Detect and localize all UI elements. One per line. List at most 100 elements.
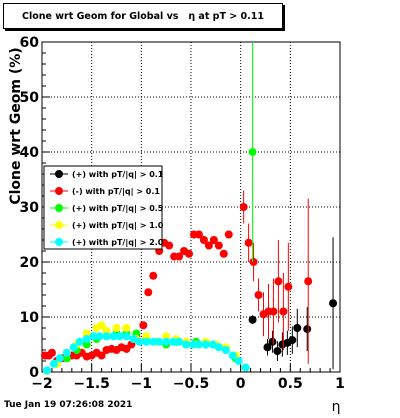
data-point: [69, 343, 78, 352]
data-point: [329, 299, 338, 308]
legend-label: (+) with pT/|q| > 0.5: [72, 204, 164, 213]
y-axis-label: Clone wrt Geom (%): [8, 47, 24, 204]
data-point: [55, 354, 64, 363]
chart-title: Clone wrt Geom for Global vs η at pT > 0…: [3, 3, 283, 29]
data-point: [139, 321, 148, 330]
data-point: [165, 241, 174, 250]
y-tick-label: 30: [20, 200, 40, 216]
data-point: [75, 337, 84, 346]
data-point: [228, 351, 237, 360]
legend-marker: [55, 221, 63, 229]
data-point: [209, 236, 218, 244]
data-point: [89, 332, 98, 341]
legend-label: (-) with pT/|q| > 0.1: [72, 187, 160, 196]
data-point: [82, 329, 91, 338]
data-point: [293, 324, 302, 332]
data-point: [62, 354, 71, 363]
data-point: [135, 337, 144, 346]
data-point: [249, 258, 258, 266]
data-point: [214, 343, 223, 352]
data-point: [185, 249, 194, 258]
data-point: [142, 332, 151, 341]
y-tick-label: 60: [20, 35, 40, 51]
data-point: [102, 332, 111, 341]
data-point: [284, 282, 293, 291]
data-point: [274, 277, 283, 286]
data-point: [109, 332, 118, 341]
data-point: [199, 236, 208, 244]
y-tick-label: 20: [20, 255, 40, 271]
data-point: [241, 363, 250, 372]
data-point: [279, 307, 288, 316]
data-point: [273, 347, 282, 356]
data-point: [95, 332, 104, 341]
data-point: [221, 346, 230, 354]
data-point: [162, 337, 171, 346]
data-point: [122, 332, 131, 341]
data-point: [155, 337, 164, 346]
data-point: [97, 321, 106, 330]
data-point: [112, 324, 121, 332]
legend-label: (+) with pT/|q| > 2.0: [72, 238, 164, 247]
data-point: [254, 291, 263, 299]
data-point: [263, 343, 272, 352]
data-point: [82, 335, 91, 343]
data-point: [42, 366, 51, 375]
x-tick-label: −1.5: [73, 376, 110, 392]
data-point: [304, 277, 313, 286]
footer-timestamp: Tue Jan 19 07:26:08 2021: [4, 400, 133, 410]
data-point: [129, 335, 138, 343]
data-point: [208, 340, 217, 349]
legend-label: (+) with pT/|q| > 1.0: [72, 221, 164, 230]
data-point: [244, 238, 253, 247]
data-point: [268, 337, 277, 346]
x-tick-label: −0.5: [173, 376, 210, 392]
legend-marker: [55, 170, 63, 178]
data-point: [248, 315, 257, 324]
data-point: [188, 340, 197, 349]
data-point: [303, 325, 312, 334]
data-point: [182, 340, 191, 349]
data-point: [82, 340, 91, 349]
data-point: [239, 203, 248, 211]
data-point: [201, 340, 210, 349]
data-point: [122, 324, 131, 332]
data-point: [97, 351, 106, 360]
data-point: [149, 271, 158, 280]
y-tick-label: 0: [29, 365, 39, 381]
data-point: [175, 252, 184, 261]
data-point: [219, 249, 228, 258]
data-point: [175, 337, 184, 346]
data-point: [49, 359, 58, 368]
x-tick-label: −1: [131, 376, 152, 392]
data-point: [144, 288, 153, 297]
data-point: [62, 348, 71, 357]
legend-marker: [55, 187, 63, 195]
y-tick-label: 10: [20, 310, 40, 326]
x-tick-label: 0.5: [278, 376, 303, 392]
x-tick-label: 0: [236, 376, 246, 392]
x-tick-label: 1: [335, 376, 345, 392]
data-point: [234, 357, 243, 365]
data-point: [194, 230, 203, 239]
data-point: [204, 241, 213, 250]
data-point: [102, 326, 111, 335]
x-axis-label: η: [332, 399, 341, 414]
legend-label: (+) with pT/|q| > 0.1: [72, 170, 164, 179]
x-tick-label: −2: [31, 376, 52, 392]
data-point: [214, 241, 223, 250]
y-tick-label: 40: [20, 145, 40, 161]
data-point: [194, 340, 203, 349]
data-point: [162, 332, 171, 341]
data-point: [269, 307, 278, 316]
data-point: [224, 230, 233, 239]
legend-marker: [55, 238, 63, 246]
data-point: [248, 148, 257, 156]
data-point: [149, 337, 158, 346]
y-tick-label: 50: [20, 90, 40, 106]
data-point: [288, 336, 297, 345]
data-point: [169, 337, 178, 346]
data-point: [47, 348, 56, 357]
